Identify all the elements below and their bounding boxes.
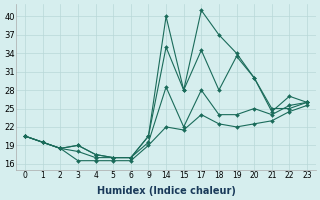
X-axis label: Humidex (Indice chaleur): Humidex (Indice chaleur): [97, 186, 236, 196]
